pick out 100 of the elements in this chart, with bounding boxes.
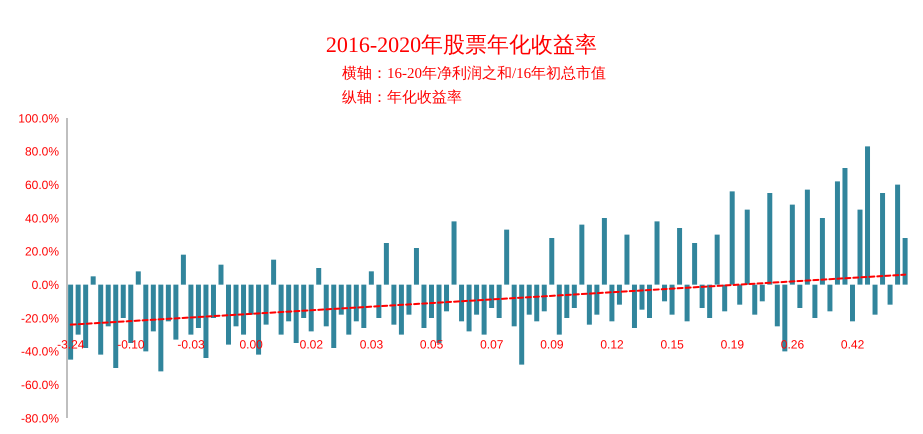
x-tick-label: 0.12 — [600, 338, 624, 352]
bar — [248, 284, 254, 315]
bar — [654, 221, 660, 285]
y-tick-label: 0.0% — [32, 278, 60, 292]
bar — [173, 284, 178, 340]
bar — [504, 230, 510, 285]
bar — [346, 284, 352, 335]
x-tick-label: 0.15 — [660, 338, 684, 352]
bar — [737, 284, 742, 305]
bar — [203, 284, 208, 358]
bar — [542, 284, 547, 312]
y-tick-label: 80.0% — [24, 144, 60, 159]
bar — [549, 238, 554, 285]
bar — [180, 254, 186, 285]
bar — [496, 284, 502, 318]
bar — [482, 284, 487, 335]
y-tick-label: 100.0% — [18, 111, 60, 126]
bar — [730, 191, 735, 285]
y-tick-label: -20.0% — [20, 311, 60, 326]
bar — [428, 284, 434, 318]
bar — [278, 284, 284, 335]
x-tick-label: 0.03 — [360, 338, 384, 352]
bar — [902, 238, 908, 285]
bar — [166, 284, 171, 322]
bar — [684, 284, 690, 322]
bar — [639, 284, 644, 310]
bar — [308, 284, 314, 332]
bar — [647, 284, 652, 318]
bar — [188, 284, 194, 335]
y-tick-label: 40.0% — [24, 211, 60, 226]
x-tick-label: 0.42 — [840, 338, 865, 352]
bar — [834, 181, 840, 285]
bar — [865, 146, 870, 285]
bar — [888, 284, 893, 305]
bar — [564, 284, 570, 318]
text: 纵轴：年化收益率 — [342, 88, 462, 107]
bar — [301, 284, 306, 318]
x-tick-label: 0.07 — [480, 338, 504, 352]
bar — [602, 218, 607, 285]
bar — [286, 284, 292, 322]
y-tick-label: -80.0% — [20, 411, 60, 426]
bar — [459, 284, 464, 322]
bar — [880, 193, 886, 285]
bar — [797, 284, 802, 308]
bar — [331, 284, 336, 348]
bar — [136, 271, 141, 285]
bar — [827, 284, 832, 312]
bar — [234, 284, 239, 326]
bar — [820, 218, 825, 285]
bar — [398, 284, 404, 335]
bar — [752, 284, 758, 315]
bar — [594, 284, 600, 315]
bar — [376, 284, 382, 318]
x-tick-label: 0.05 — [420, 338, 444, 352]
y-tick-label: 20.0% — [24, 244, 60, 259]
bar — [586, 284, 592, 325]
bar — [700, 284, 705, 308]
bar — [812, 284, 818, 318]
bar — [218, 264, 224, 285]
bar — [790, 204, 795, 285]
bar — [556, 284, 562, 335]
bar — [354, 284, 359, 322]
bar — [534, 284, 540, 322]
bar — [526, 284, 532, 315]
bar — [316, 268, 322, 285]
bar — [616, 284, 622, 305]
bar — [120, 284, 126, 318]
bar — [489, 284, 494, 308]
bar — [158, 284, 164, 372]
bar — [414, 248, 419, 285]
chart-subtitle: 横轴：16-20年净利润之和/16年初总市值 — [342, 64, 606, 83]
bar — [714, 234, 720, 285]
bar — [368, 271, 374, 285]
bar — [850, 284, 855, 322]
bar — [842, 168, 848, 285]
y-tick-label: 60.0% — [24, 178, 60, 192]
bar — [609, 284, 614, 322]
chart-title: 2016-2020年股票年化收益率 — [324, 31, 598, 59]
bar — [632, 284, 637, 328]
bar — [804, 190, 810, 285]
bar — [391, 284, 396, 325]
bar — [150, 284, 156, 332]
bar — [895, 184, 900, 285]
bar — [692, 243, 698, 285]
bar — [858, 210, 863, 285]
bar — [677, 228, 682, 285]
x-tick-label: 0.19 — [720, 338, 744, 352]
y-tick-label: -40.0% — [20, 344, 60, 359]
bar — [113, 284, 118, 368]
bar — [406, 284, 412, 315]
bar — [324, 284, 329, 326]
bar — [361, 284, 366, 328]
bar — [241, 284, 246, 335]
bar — [744, 210, 750, 285]
bar — [143, 284, 148, 352]
bar — [264, 284, 269, 325]
x-tick-label: 0.02 — [300, 338, 324, 352]
bar — [519, 284, 524, 365]
bar — [83, 284, 88, 348]
bar — [90, 276, 96, 285]
